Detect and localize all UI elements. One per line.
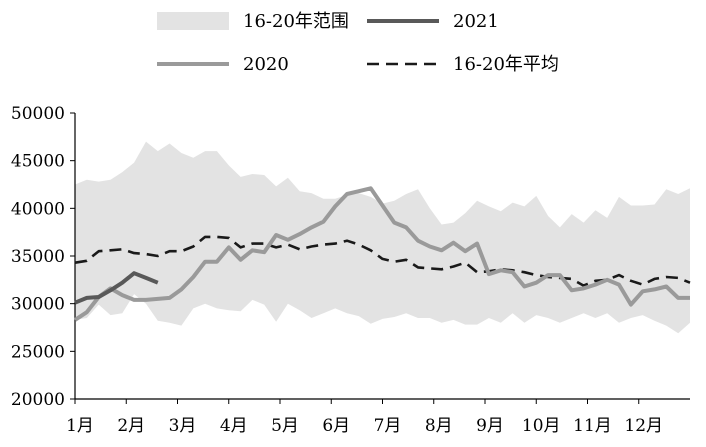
x-tick-label: 12月: [624, 416, 663, 436]
x-tick-label: 2月: [117, 416, 145, 436]
range-band-layer: [75, 141, 690, 334]
x-tick-label: 11月: [573, 416, 612, 436]
legend-swatch-band: [157, 12, 229, 30]
y-tick-label: 45000: [11, 152, 65, 172]
series-line-2021: [74, 271, 159, 305]
legend-item: 2021: [367, 11, 499, 32]
axes: 20000 25000 30000 35000 40000 45000 50000 1月 2月 3…: [11, 104, 690, 436]
x-tick-label: 7月: [374, 416, 402, 436]
y-tick-label: 35000: [11, 247, 65, 267]
y-tick-label: 40000: [11, 199, 65, 219]
x-tick-label: 6月: [322, 416, 350, 436]
legend-label: 16-20年平均: [453, 54, 559, 75]
x-tick-label: 1月: [66, 416, 94, 436]
legend-item: 2020: [157, 54, 289, 75]
series-line-average: [74, 235, 691, 287]
legend-item: 16-20年范围: [157, 11, 349, 32]
legend-item: 16-20年平均: [367, 54, 559, 75]
range-band: [75, 141, 690, 334]
series-line-2020: [73, 186, 690, 322]
x-tick-label: 3月: [169, 416, 197, 436]
y-tick-label: 50000: [11, 104, 65, 124]
legend-label: 2020: [243, 54, 289, 75]
legend-label: 16-20年范围: [243, 11, 349, 32]
y-tick-label: 25000: [11, 342, 65, 362]
legend-label: 2021: [453, 11, 499, 32]
x-tick-label: 5月: [271, 416, 299, 436]
series-layer: [73, 186, 691, 322]
legend: 16-20年范围 2021 2020 16-20年平均: [157, 11, 559, 75]
x-tick-label: 8月: [425, 416, 453, 436]
y-tick-label: 30000: [11, 295, 65, 315]
x-tick-label: 4月: [220, 416, 248, 436]
x-tick-label: 9月: [476, 416, 504, 436]
y-tick-label: 20000: [11, 390, 65, 410]
x-tick-label: 10月: [522, 416, 561, 436]
